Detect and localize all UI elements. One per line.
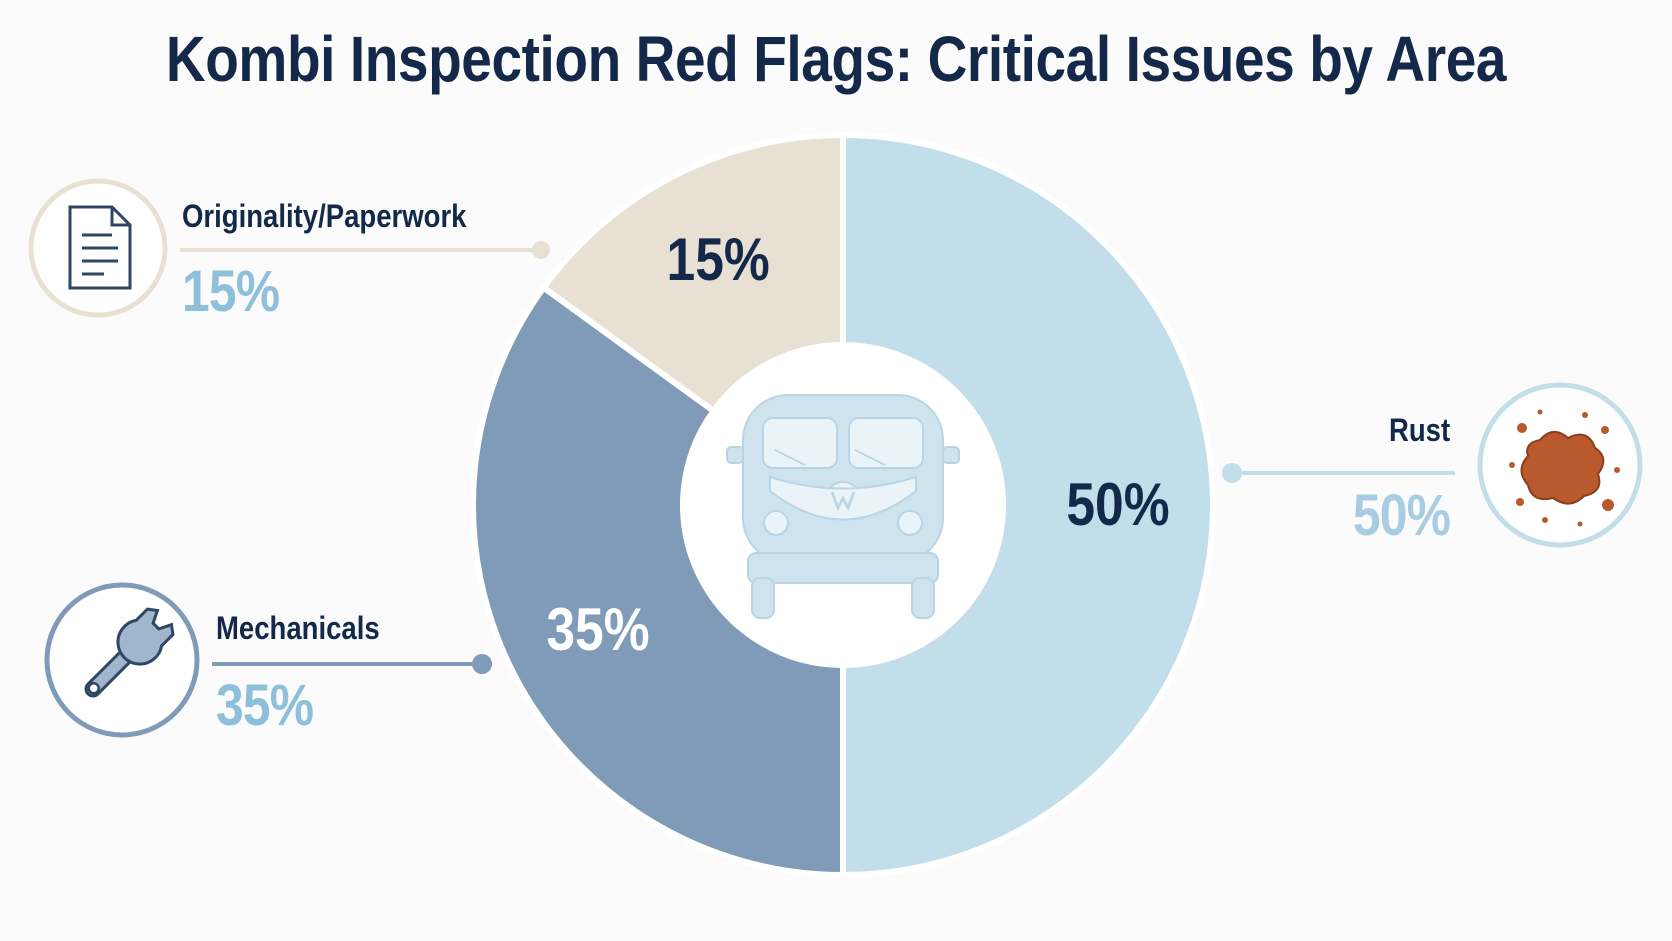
callout-paperwork-name: Originality/Paperwork xyxy=(182,198,467,234)
callout-paperwork xyxy=(28,178,550,318)
callout-mechanicals-value: 35% xyxy=(216,673,314,738)
wrench-icon xyxy=(84,607,175,698)
callout-mechanicals-name: Mechanicals xyxy=(216,610,380,646)
slice-rust-label: 50% xyxy=(1066,470,1169,538)
callout-rust-value: 50% xyxy=(1352,483,1451,548)
callout-rust-name: Rust xyxy=(1388,412,1450,448)
slice-paperwork-label: 15% xyxy=(667,225,770,293)
vw-bus-icon xyxy=(681,343,1005,667)
callout-paperwork-value: 15% xyxy=(182,259,280,324)
chart-title: Kombi Inspection Red Flags: Critical Iss… xyxy=(165,23,1507,95)
slice-mechanicals-label: 35% xyxy=(546,595,649,663)
callout-rust xyxy=(1222,382,1643,548)
rust-stain-icon xyxy=(1509,409,1620,527)
callout-mechanicals xyxy=(44,582,492,738)
document-icon xyxy=(68,205,132,290)
